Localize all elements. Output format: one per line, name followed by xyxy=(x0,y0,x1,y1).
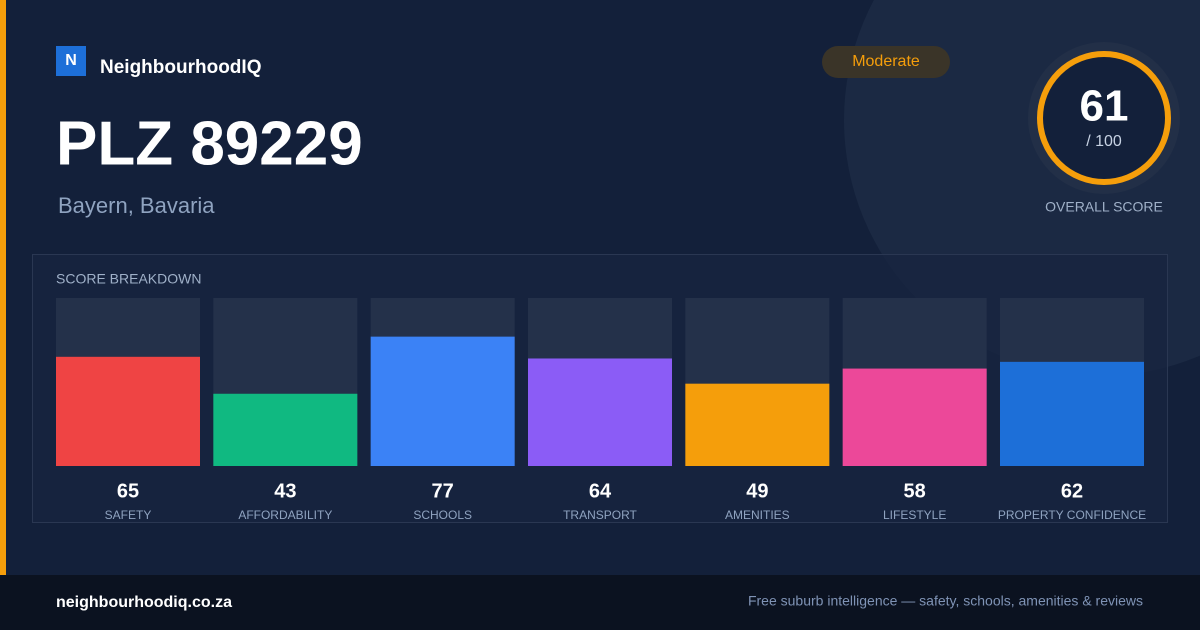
value-label: 58 xyxy=(904,480,926,502)
category-label: AFFORDABILITY xyxy=(238,508,332,522)
value-label: 62 xyxy=(1061,480,1083,502)
bars: 65 SAFETY 43 AFFORDABILITY 77 SCHOOLS 64 TRANSP… xyxy=(56,298,1146,522)
value-label: 65 xyxy=(117,480,139,502)
badge xyxy=(822,46,950,78)
title: PLZ 89229 xyxy=(56,109,363,178)
value-label: 77 xyxy=(432,480,454,502)
category-label: TRANSPORT xyxy=(563,508,637,522)
score-value: 61 xyxy=(1080,82,1129,131)
category-label: SCHOOLS xyxy=(413,508,472,522)
bar xyxy=(685,383,830,466)
score-caption: OVERALL SCORE xyxy=(1045,199,1163,215)
category-label: SAFETY xyxy=(105,508,152,522)
accent-strip xyxy=(0,0,6,575)
logo xyxy=(56,46,86,76)
subtitle: Bayern, Bavaria xyxy=(58,193,215,218)
brand-name: NeighbourhoodIQ xyxy=(100,57,261,78)
bar xyxy=(56,356,200,466)
footer-tagline: Free suburb intelligence — safety, schoo… xyxy=(748,593,1143,609)
bar xyxy=(370,336,515,466)
footer xyxy=(0,575,1200,630)
bar xyxy=(528,358,672,466)
category-label: LIFESTYLE xyxy=(883,508,946,522)
logo-letter: N xyxy=(65,52,77,69)
value-label: 64 xyxy=(589,480,612,502)
bar xyxy=(1000,361,1144,466)
badge-text: Moderate xyxy=(852,53,920,70)
chart-title: SCORE BREAKDOWN xyxy=(56,271,201,287)
bar xyxy=(213,393,358,466)
category-label: PROPERTY CONFIDENCE xyxy=(998,508,1146,522)
score-max: / 100 xyxy=(1086,133,1122,150)
value-label: 49 xyxy=(746,480,768,502)
footer-url: neighbourhoodiq.co.za xyxy=(56,594,232,611)
bar xyxy=(842,368,987,466)
value-label: 43 xyxy=(274,480,296,502)
category-label: AMENITIES xyxy=(725,508,790,522)
score-ring xyxy=(1037,51,1171,185)
